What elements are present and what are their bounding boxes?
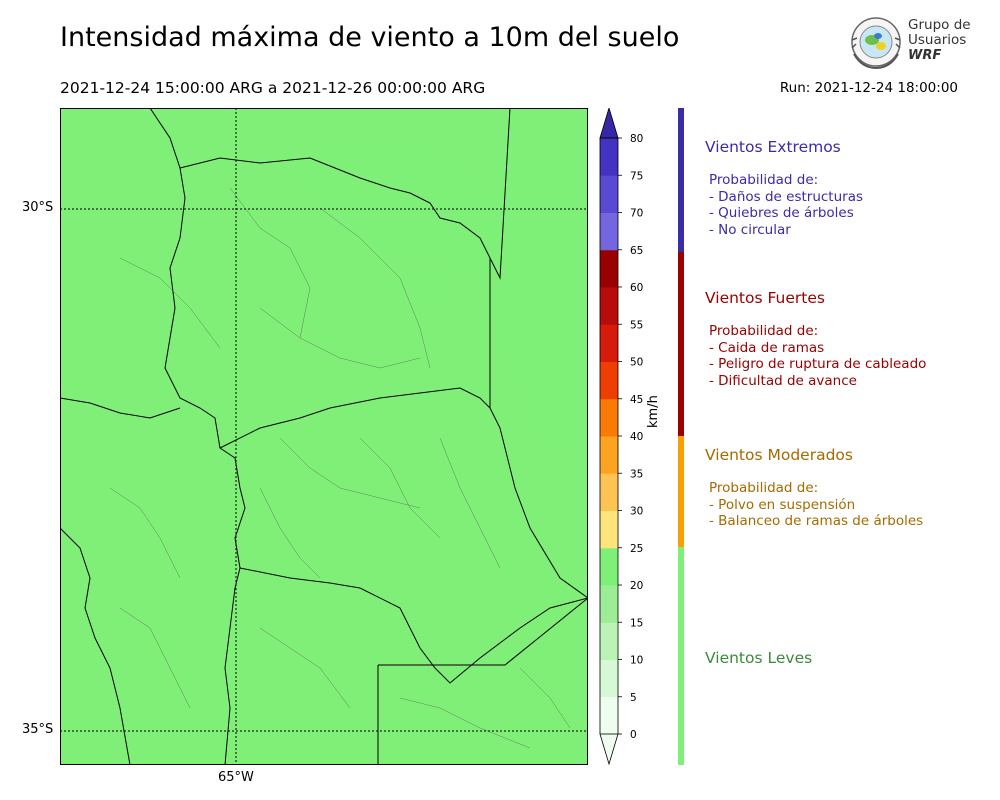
lat-label-35s: 35°S xyxy=(22,722,54,737)
category-item: - Dificultad de avance xyxy=(709,372,857,389)
colorbar-tick-label: 65 xyxy=(630,245,643,257)
colorbar-segment xyxy=(600,473,618,511)
colorbar-segment xyxy=(600,175,618,213)
colorbar-max-extension xyxy=(599,108,619,139)
colorbar-segment xyxy=(600,510,618,549)
category-description: Probabilidad de: - Daños de estructuras - … xyxy=(709,172,863,238)
category-title: Vientos Moderados xyxy=(705,446,853,464)
category-color-bar xyxy=(678,547,684,765)
globe-logo-icon xyxy=(851,17,901,70)
colorbar-segment xyxy=(600,361,618,400)
colorbar-segment xyxy=(600,249,618,288)
run-time: Run: 2021-12-24 18:00:00 xyxy=(779,80,958,96)
category-item: Probabilidad de: xyxy=(709,323,819,339)
grupo-usuarios-wrf-logo: Grupo de Usuarios WRF xyxy=(848,14,978,74)
colorbar-tick-label: 70 xyxy=(630,208,643,220)
chart-title: Intensidad máxima de viento a 10m del su… xyxy=(60,22,680,53)
colorbar-tick-label: 30 xyxy=(630,506,643,518)
colorbar-tick-label: 25 xyxy=(630,543,643,555)
colorbar-tick-label: 5 xyxy=(630,692,637,704)
logo-line-2: Usuarios xyxy=(908,32,967,48)
colorbar-tick-label: 50 xyxy=(630,357,643,369)
category-description: Probabilidad de: - Polvo en suspensión - B… xyxy=(709,480,923,530)
category-title: Vientos Extremos xyxy=(705,138,841,156)
colorbar-tick-label: 20 xyxy=(630,580,643,592)
wind-map xyxy=(60,108,588,765)
colorbar-tick-label: 60 xyxy=(630,282,643,294)
category-item: Probabilidad de: xyxy=(709,172,819,188)
category-description: Probabilidad de: - Caida de ramas - Peligr… xyxy=(709,323,926,389)
category-item: - No circular xyxy=(709,221,791,238)
colorbar-min-extension xyxy=(599,733,619,766)
colorbar-segment xyxy=(600,585,618,623)
colorbar-tick-label: 45 xyxy=(630,394,643,406)
category-item: - Polvo en suspensión xyxy=(709,496,856,513)
logo-line-3: WRF xyxy=(908,48,942,63)
colorbar-segment xyxy=(600,659,618,698)
colorbar-segment xyxy=(600,622,618,660)
category-item: - Peligro de ruptura de cableado xyxy=(709,356,927,372)
colorbar-tick-label: 75 xyxy=(630,170,643,182)
category-item: - Caida de ramas xyxy=(709,339,825,356)
colorbar-segment xyxy=(600,138,618,176)
logo-line-1: Grupo de xyxy=(908,17,971,33)
colorbar-unit: km/h xyxy=(646,395,661,428)
lon-label-65w: 65°W xyxy=(218,770,254,785)
category-item: - Balanceo de ramas de árboles xyxy=(709,513,924,529)
colorbar-segment xyxy=(600,436,618,474)
category-title: Vientos Leves xyxy=(705,649,813,667)
colorbar-tick-label: 80 xyxy=(630,133,643,145)
category-item: Probabilidad de: xyxy=(709,480,819,496)
colorbar-tick-label: 55 xyxy=(630,319,643,331)
lat-label-30s: 30°S xyxy=(22,200,54,215)
colorbar-tick-label: 15 xyxy=(630,617,643,629)
colorbar-segment xyxy=(600,324,618,362)
category-item: - Daños de estructuras xyxy=(709,188,864,205)
colorbar-segment xyxy=(600,547,618,586)
colorbar-segment xyxy=(600,287,618,325)
colorbar-tick-label: 10 xyxy=(630,655,643,667)
category-color-bar xyxy=(678,436,684,547)
category-title: Vientos Fuertes xyxy=(705,289,825,307)
colorbar-tick-label: 0 xyxy=(630,729,637,741)
colorbar-segment xyxy=(600,696,618,735)
category-color-bar xyxy=(678,252,684,436)
colorbar-segment xyxy=(600,398,618,437)
category-item: - Quiebres de árboles xyxy=(709,205,854,221)
colorbar-segment xyxy=(600,212,618,251)
colorbar-tick-label: 40 xyxy=(630,431,643,443)
colorbar: 0 5 10 15 20 25 30 35 40 45 50 55 60 65 70 75 80 xyxy=(599,108,643,766)
colorbar-tick-label: 35 xyxy=(630,468,643,480)
category-color-bar xyxy=(678,108,684,252)
forecast-period: 2021-12-24 15:00:00 ARG a 2021-12-26 00:… xyxy=(60,79,486,97)
